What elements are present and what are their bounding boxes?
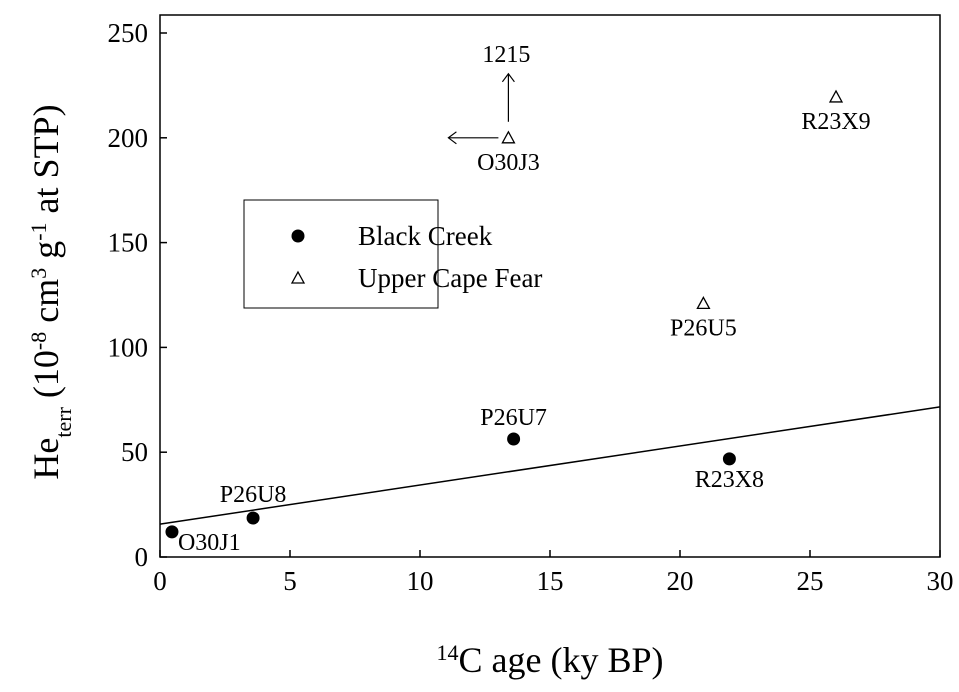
x-tick-label: 25: [797, 566, 824, 596]
arrow-head: [501, 72, 515, 83]
x-tick-label: 15: [537, 566, 564, 596]
point: [722, 452, 736, 466]
x-tick-label: 30: [927, 566, 954, 596]
legend-marker: [291, 229, 305, 243]
point: [696, 296, 711, 310]
y-tick-label: 200: [108, 123, 149, 153]
x-axis-label-part: C age (ky BP): [459, 640, 664, 680]
legend-marker: [290, 270, 306, 284]
y-axis-label-part: cm: [26, 279, 66, 332]
y-tick-label: 150: [108, 228, 149, 258]
point: [246, 511, 260, 525]
x-tick-label: 10: [407, 566, 434, 596]
y-axis-label-part: -8: [26, 332, 51, 350]
point-label: R23X9: [801, 109, 870, 135]
point-label: P26U7: [480, 405, 547, 431]
x-axis-label: 14C age (ky BP): [437, 640, 664, 681]
trend-line: [159, 406, 941, 525]
x-tick-label: 0: [153, 566, 167, 596]
y-axis-label-part: 3: [26, 268, 51, 279]
point-label: P26U5: [670, 315, 737, 341]
legend-box: [243, 199, 439, 309]
x-tick-label: 5: [283, 566, 297, 596]
y-axis-label-part: terr: [51, 406, 76, 437]
point-label: P26U8: [220, 482, 287, 508]
point-label: R23X8: [695, 467, 764, 493]
point-label: O30J1: [178, 530, 241, 556]
y-tick-label: 0: [135, 542, 149, 572]
y-tick-label: 250: [108, 18, 149, 48]
y-axis-label-part: He: [26, 438, 66, 480]
y-axis-label: Heterr (10-8 cm3 g-1 at STP): [26, 104, 76, 479]
y-axis-label-part: g: [26, 241, 66, 268]
legend-label: Black Creek: [358, 221, 493, 251]
point: [501, 130, 516, 144]
y-tick-label: 100: [108, 332, 149, 362]
y-axis-label-part: -1: [26, 222, 51, 240]
point-label: O30J3: [477, 150, 540, 176]
point: [165, 525, 179, 539]
x-tick-label: 20: [667, 566, 694, 596]
point: [507, 432, 521, 446]
y-tick-label: 50: [121, 437, 148, 467]
arrow-head: [447, 131, 457, 145]
x-axis-label-part: 14: [437, 640, 459, 665]
point: [828, 89, 844, 103]
y-axis-label-part: at STP): [26, 104, 66, 222]
y-axis-label-part: (10: [26, 350, 66, 407]
annotation: 1215: [482, 42, 530, 68]
legend-label: Upper Cape Fear: [358, 263, 542, 293]
